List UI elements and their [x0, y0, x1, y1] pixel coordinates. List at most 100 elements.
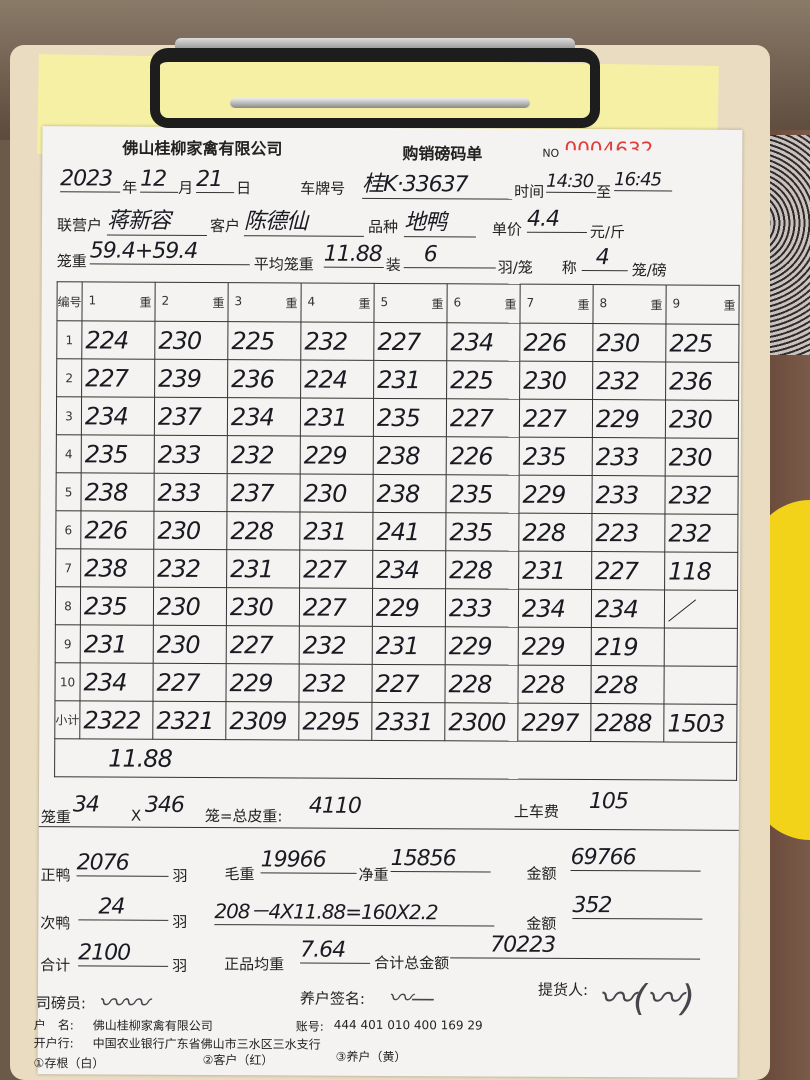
weight-cell: 234: [372, 550, 446, 589]
weight-cell: 227: [226, 625, 300, 665]
column-number: 8: [599, 295, 608, 310]
loading-fee-label: 上车费: [513, 802, 559, 821]
row-index: 4: [56, 434, 82, 473]
row-index: 3: [56, 396, 82, 435]
cage-weight-value: 59.4+59.4: [89, 238, 250, 266]
weight-cell: 226: [519, 323, 593, 362]
weight-cell: 233: [591, 475, 666, 514]
scaler-signature: 〰〰: [97, 988, 148, 1019]
bird-unit: 羽: [172, 912, 188, 931]
avg-cage-value: 11.88: [323, 241, 384, 268]
column-number: 7: [526, 295, 535, 310]
weight-cell: 237: [226, 473, 301, 513]
row-index: 6: [55, 510, 81, 549]
weight-cell: 227: [591, 551, 665, 590]
gross-label: 毛重: [224, 865, 255, 884]
subtotal-cell: 2297: [517, 703, 591, 742]
subtotal-cell: 2309: [225, 701, 299, 741]
grand-total-label: 合计总金额: [374, 953, 450, 973]
account-name: 佛山桂柳家禽有限公司: [92, 1018, 213, 1034]
form-no-value: 0004632: [564, 136, 654, 162]
note-row: 11.88: [54, 738, 737, 781]
second-duck-label: 次鸭: [40, 914, 71, 933]
scale-unit: 笼/磅: [631, 261, 667, 280]
account-name-label: 户 名:: [33, 1018, 74, 1033]
weight-cell: 232: [227, 435, 301, 475]
gross-value: 19966: [260, 847, 357, 874]
weight-cell: 226: [80, 510, 154, 550]
note-value: 11.88: [108, 744, 172, 773]
weight-cell: 229: [372, 588, 446, 627]
subtotal-cell: 2321: [152, 701, 226, 740]
weight-cell: 233: [592, 437, 666, 476]
weight-cell: 232: [664, 513, 738, 553]
column-number: 5: [380, 294, 389, 309]
weight-cell: 227: [519, 399, 593, 438]
net-value: 15856: [390, 846, 491, 873]
weight-cell: 232: [299, 626, 373, 665]
net-label: 净重: [358, 865, 389, 884]
summary-cage-weight: 34: [72, 792, 99, 818]
variety-value: 地鸭: [403, 204, 477, 238]
picker-label: 提货人:: [537, 980, 589, 1000]
weight-cell: 227: [446, 398, 520, 438]
weight-label: 重: [285, 295, 298, 311]
day-label: 日: [236, 179, 252, 198]
column-number: 6: [453, 294, 462, 309]
weight-cell: 231: [373, 360, 447, 399]
weight-cell: 228: [445, 550, 519, 590]
weight-cell: 231: [80, 624, 154, 664]
weight-cell: 235: [445, 474, 520, 514]
weight-table: 编号 1 重 2 重 3 重 4 重 5 重 6 重 7 重 8 重 9 重 1 224 230 225 232 227 234 2…: [54, 281, 740, 781]
account-no: 444 401 010 400 169 29: [333, 1017, 483, 1033]
weight-cell: 227: [371, 664, 446, 703]
weight-cell: 219: [591, 627, 665, 666]
weight-cell: 228: [518, 513, 592, 552]
form-title: 购销磅码单: [402, 144, 483, 164]
bird-unit: 羽: [172, 866, 188, 885]
column-number: 1: [88, 292, 97, 307]
partner-value: 蒋新容: [106, 202, 208, 237]
row-index: 9: [55, 624, 81, 663]
weight-cell: 233: [445, 588, 519, 628]
weight-cell: 230: [153, 625, 227, 664]
weight-cell: 235: [373, 398, 447, 437]
table-row: 8 235 230 230 227 229 233 234 234 ／: [55, 586, 738, 629]
farmer-signature: 〰—: [387, 983, 434, 1013]
weight-cell: 230: [519, 361, 593, 400]
weight-cell: 237: [154, 397, 228, 436]
scale-value: 4: [581, 244, 628, 272]
good-duck-value: 2076: [76, 850, 169, 877]
customer-label: 客户: [209, 217, 241, 236]
weight-cell: 227: [81, 358, 155, 398]
column-number: 4: [307, 294, 316, 309]
form-no-label: NO: [542, 146, 560, 160]
column-number: 3: [234, 293, 243, 308]
row-index: 7: [55, 548, 81, 587]
table-row: 1 224 230 225 232 227 234 226 230 225: [56, 320, 739, 363]
weight-cell: 235: [519, 437, 593, 476]
variety-label: 品种: [367, 217, 399, 237]
weight-cell: 230: [665, 437, 739, 477]
weight-cell: 231: [372, 626, 446, 665]
weight-cell: 229: [300, 436, 374, 475]
weight-cell: 233: [154, 435, 228, 474]
weight-cell: 234: [591, 589, 665, 628]
weight-label: 重: [723, 298, 736, 313]
table-row: 5 238 233 237 230 238 235 229 233 232: [55, 472, 739, 515]
weight-cell: 227: [373, 322, 447, 361]
note-cell: 11.88: [54, 738, 737, 781]
total-birds-value: 2100: [78, 940, 169, 967]
weight-cell: [663, 665, 738, 705]
cage-weight-label: 笼重: [56, 252, 87, 271]
weight-cell: 227: [299, 550, 373, 589]
weight-cell: 238: [372, 474, 447, 513]
row-index: 5: [55, 472, 82, 511]
